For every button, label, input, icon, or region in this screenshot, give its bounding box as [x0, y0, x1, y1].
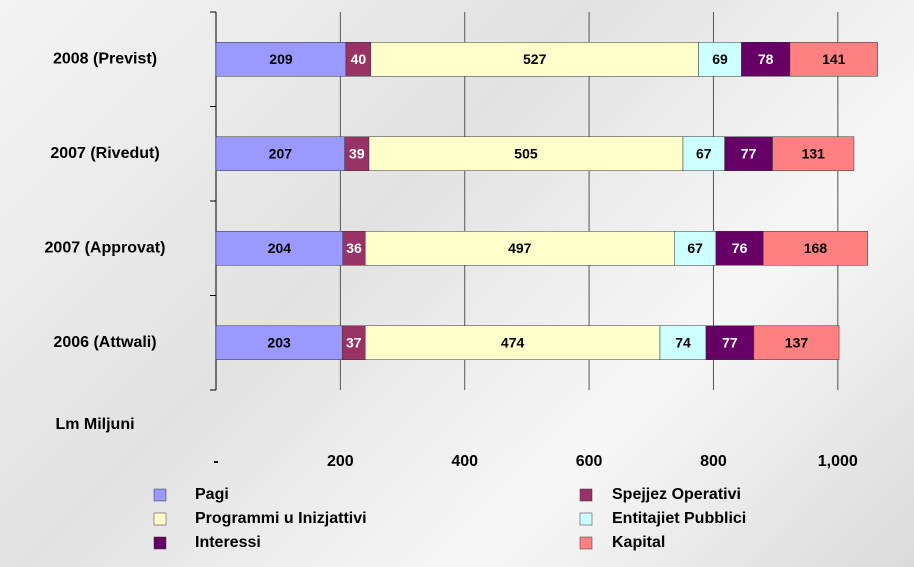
- legend-label: Interessi: [195, 534, 261, 551]
- legend-swatch: [154, 489, 166, 501]
- x-tick-label: -: [213, 453, 218, 470]
- value-label: 37: [346, 334, 362, 350]
- x-tick-label: 800: [700, 453, 727, 470]
- y-tick-label: 2007 (Rivedut): [50, 145, 159, 162]
- x-tick-label: 600: [576, 453, 603, 470]
- legend-label: Programmi u Inizjattivi: [195, 510, 367, 527]
- value-label: 505: [514, 145, 538, 161]
- legend-swatch: [154, 513, 166, 525]
- value-label: 137: [785, 334, 809, 350]
- value-label: 131: [802, 145, 826, 161]
- legend-swatch: [580, 537, 592, 549]
- value-label: 69: [712, 51, 728, 67]
- legend-label: Spejjez Operativi: [612, 486, 741, 503]
- legend-swatch: [580, 489, 592, 501]
- value-label: 74: [675, 334, 691, 350]
- legend-swatch: [580, 513, 592, 525]
- legend-label: Pagi: [195, 486, 229, 503]
- legend-label: Kapital: [612, 534, 665, 551]
- value-label: 203: [267, 334, 291, 350]
- value-label: 40: [351, 51, 367, 67]
- y-tick-label: 2006 (Attwali): [53, 334, 156, 351]
- value-label: 209: [269, 51, 293, 67]
- x-tick-label: 200: [327, 453, 354, 470]
- value-label: 67: [687, 240, 703, 256]
- value-label: 204: [268, 240, 292, 256]
- x-axis-label: Lm Miljuni: [55, 416, 134, 433]
- value-label: 527: [523, 51, 547, 67]
- y-tick-label: 2008 (Previst): [53, 50, 157, 67]
- value-label: 67: [696, 145, 712, 161]
- value-label: 77: [722, 334, 738, 350]
- value-label: 76: [732, 240, 748, 256]
- value-label: 497: [508, 240, 532, 256]
- y-tick-label: 2007 (Approvat): [45, 239, 166, 256]
- value-label: 36: [346, 240, 362, 256]
- chart: Lm Miljuni - 200 400 600 800 1,000 2008 (Previ…: [0, 0, 914, 567]
- value-label: 39: [349, 145, 365, 161]
- value-label: 141: [822, 51, 846, 67]
- x-tick-label: 400: [451, 453, 478, 470]
- value-label: 207: [269, 145, 293, 161]
- x-tick-label: 1,000: [818, 453, 858, 470]
- legend-label: Entitajiet Pubblici: [612, 510, 746, 527]
- value-label: 77: [741, 145, 757, 161]
- legend-swatch: [154, 537, 166, 549]
- value-label: 168: [804, 240, 828, 256]
- value-label: 78: [758, 51, 774, 67]
- value-label: 474: [501, 334, 525, 350]
